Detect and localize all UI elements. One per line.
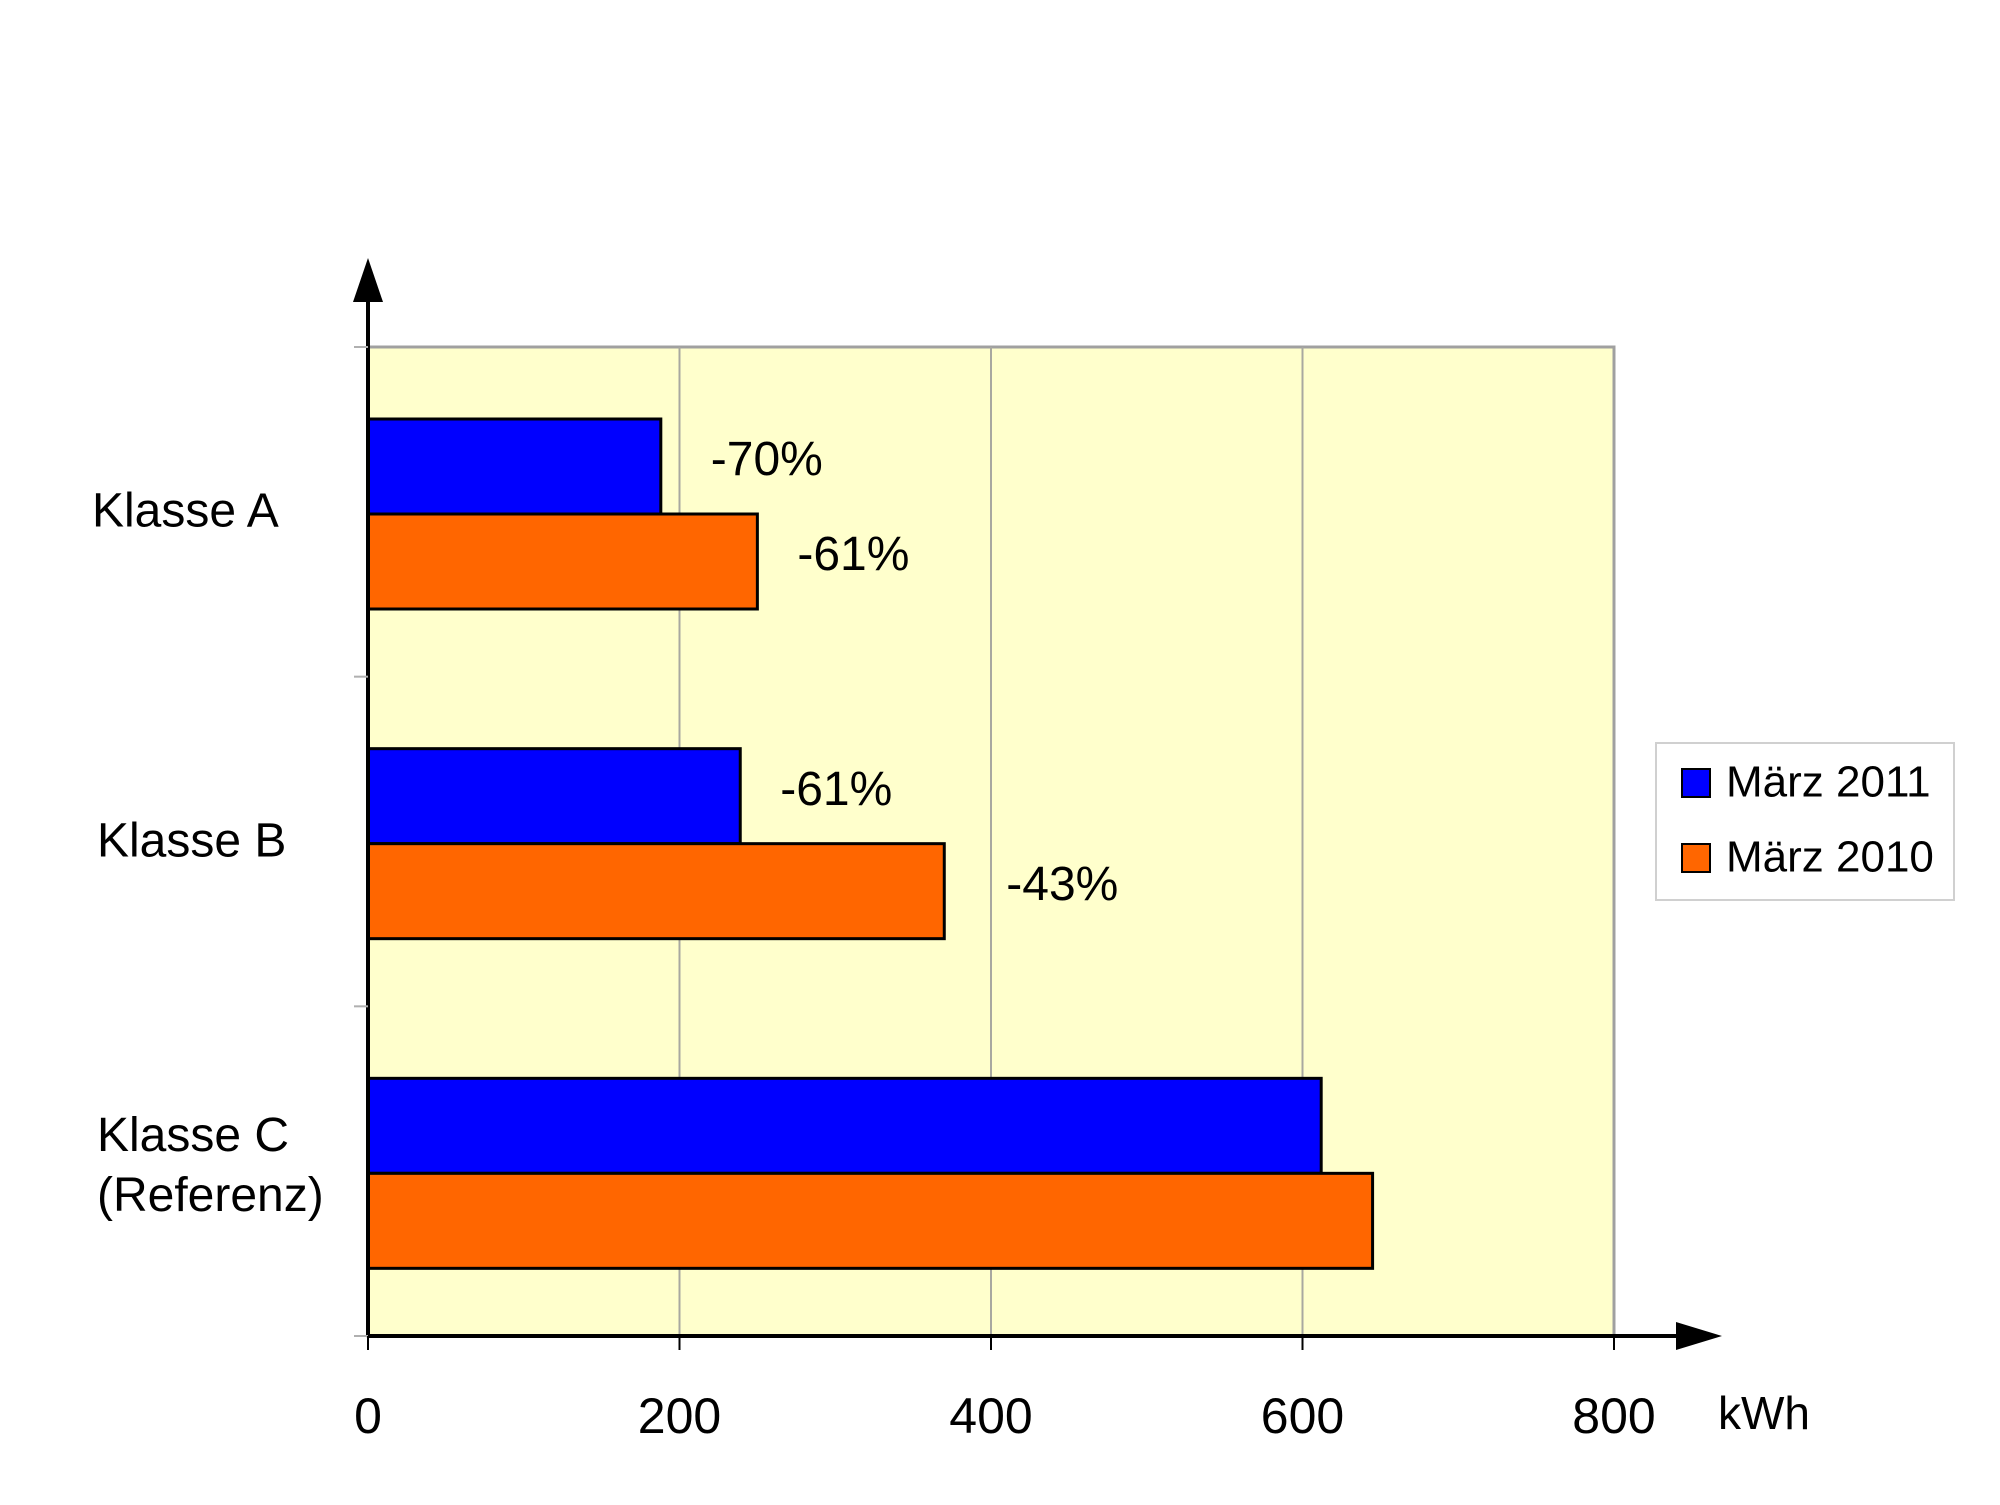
bar — [366, 842, 946, 941]
legend-swatch — [1681, 768, 1711, 798]
data-label: -61% — [797, 528, 909, 581]
bar — [366, 1076, 1323, 1175]
bar — [366, 1171, 1375, 1270]
x-tick-label: 800 — [1572, 1388, 1655, 1444]
bars — [366, 417, 1375, 1270]
labels: -70% -61% -61% -43% 0 200 400 600 800 kWh Klasse A… — [92, 433, 1810, 1444]
x-tick-label: 600 — [1261, 1388, 1344, 1444]
x-unit-label: kWh — [1718, 1387, 1810, 1439]
legend-swatch — [1681, 843, 1711, 873]
bar — [366, 747, 742, 846]
data-label: -61% — [780, 763, 892, 816]
x-tick-label: 200 — [638, 1388, 721, 1444]
data-label: -43% — [1006, 858, 1118, 911]
legend: März 2011 März 2010 — [1655, 742, 1955, 901]
category-label: Klasse A — [92, 485, 279, 538]
axes — [353, 258, 1722, 1350]
y-axis-arrow — [353, 258, 383, 302]
category-label: Klasse B — [97, 814, 286, 867]
bar — [366, 512, 759, 611]
legend-label: März 2010 — [1726, 833, 1934, 882]
x-tick-label: 400 — [949, 1388, 1032, 1444]
category-label: Klasse C — [97, 1109, 289, 1162]
legend-label: März 2011 — [1726, 758, 1931, 807]
category-label: (Referenz) — [97, 1169, 324, 1222]
x-axis-arrow — [1676, 1322, 1722, 1350]
bar — [366, 417, 663, 516]
x-tick-label: 0 — [354, 1388, 382, 1444]
data-label: -70% — [711, 433, 823, 486]
